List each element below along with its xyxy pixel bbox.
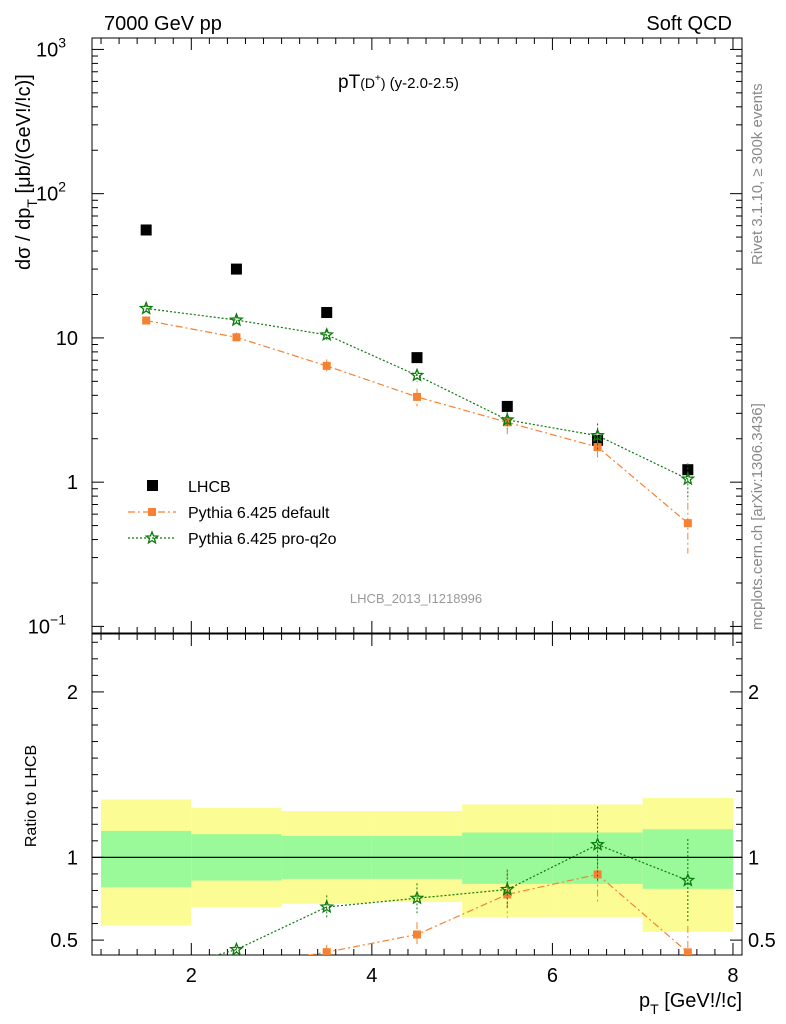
header-left: 7000 GeV pp (104, 13, 222, 35)
y-axis-label-main: dσ / dp (13, 208, 35, 270)
main-y-tick-label-exp: 2 (58, 179, 66, 195)
ratio-point-pythia-6-425-default (232, 963, 240, 971)
plot-title: pT(D+) (y-2.0-2.5) (338, 72, 459, 93)
ratio-y-tick-label: 1 (67, 847, 78, 869)
y-axis-label: dσ / dpT [μb/(GeV!/!c)] (13, 74, 40, 270)
main-point-pythia-6-425-default (593, 443, 602, 452)
ratio-y-tick-label-right: 1 (748, 847, 759, 869)
x-tick-label: 8 (727, 965, 738, 987)
main-point-lhcb (682, 464, 694, 476)
x-tick-label: 4 (366, 965, 377, 987)
plot-title-rest: (y-2.0-2.5) (385, 75, 458, 92)
main-point-pythia-6-425-default (683, 519, 692, 528)
main-point-pythia-6-425-default (322, 361, 331, 370)
main-point-lhcb (140, 224, 152, 236)
ratio-point-pythia-6-425-pro-q2o (680, 872, 696, 887)
watermark: LHCB_2013_I1218996 (350, 591, 482, 606)
ratio-line-pythia-6-425-pro-q2o (215, 843, 689, 955)
plot-title-sub: (D (360, 75, 375, 91)
ratio-y-axis-label: Ratio to LHCB (23, 745, 40, 847)
x-tick-label: 6 (547, 965, 558, 987)
ratio-point-pythia-6-425-pro-q2o (140, 970, 151, 981)
y-axis-label-tail: [μb/(GeV!/!c)] (13, 74, 35, 199)
x-axis-label-sub: T (650, 1001, 659, 1017)
main-point-pythia-6-425-default (142, 316, 151, 325)
ratio-y-tick-label: 2 (67, 682, 78, 704)
legend-label-default: Pythia 6.425 default (188, 505, 330, 522)
ratio-panel: 2 4 6 8 2 2 1 1 0.5 0.5 (50, 633, 776, 988)
x-axis-label-main: p (639, 990, 650, 1012)
ratio-point-pythia-6-425-pro-q2o (229, 941, 244, 955)
ratio-frame (91, 633, 743, 956)
legend-marker-lhcb (147, 480, 158, 491)
ratio-point-pythia-6-425-default (413, 930, 421, 939)
ratio-point-pythia-6-425-pro-q2o (319, 899, 335, 914)
legend-label-proq2o: Pythia 6.425 pro-q2o (188, 531, 337, 548)
main-point-lhcb (501, 400, 513, 412)
ratio-point-pythia-6-425-pro-q2o (499, 881, 515, 896)
main-point-pythia-6-425-pro-q2o (229, 312, 244, 327)
legend-marker-proq2o (144, 530, 160, 545)
main-y-tick-label: 103 (36, 34, 66, 61)
main-point-pythia-6-425-pro-q2o (590, 427, 605, 442)
x-tick-label: 2 (186, 965, 197, 987)
main-point-pythia-6-425-pro-q2o (319, 327, 335, 342)
ratio-point-pythia-6-425-pro-q2o (590, 836, 605, 851)
main-point-pythia-6-425-default (232, 333, 241, 342)
ratio-y-tick-label-right: 0.5 (748, 930, 776, 952)
main-point-lhcb (321, 307, 333, 319)
main-point-pythia-6-425-default (413, 392, 421, 401)
main-point-pythia-6-425-pro-q2o (499, 412, 515, 427)
ratio-band-inner (101, 830, 192, 888)
mcplots-label: mcplots.cern.ch [arXiv:1306.3436] (749, 403, 766, 630)
main-point-pythia-6-425-pro-q2o (138, 300, 154, 315)
ratio-point-pythia-6-425-default (593, 870, 602, 879)
main-point-pythia-6-425-pro-q2o (680, 471, 696, 486)
legend: LHCB Pythia 6.425 default Pythia 6.425 p… (128, 479, 337, 548)
header-right: Soft QCD (646, 13, 732, 35)
main-y-tick-label: 10 (56, 328, 78, 350)
ratio-point-pythia-6-425-pro-q2o (409, 890, 425, 905)
ratio-y-tick-label-right: 2 (748, 682, 759, 704)
main-y-tick-label: 102 (36, 179, 66, 206)
y-axis-label-sub: T (24, 199, 40, 208)
legend-label-lhcb: LHCB (188, 479, 231, 496)
x-axis-label-tail: [GeV!/!c] (659, 990, 742, 1012)
main-y-tick-label: 1 (67, 472, 78, 494)
main-point-lhcb (230, 263, 242, 275)
main-y-tick-label: 10−1 (28, 611, 66, 638)
ratio-point-pythia-6-425-default (322, 948, 331, 955)
x-axis-label: pT [GeV!/!c] (639, 990, 742, 1017)
main-y-tick-label-exp: −1 (50, 611, 66, 627)
main-frame (91, 37, 743, 634)
main-point-lhcb (411, 352, 423, 364)
ratio-point-pythia-6-425-default (142, 980, 150, 988)
plot-title-sup: + (375, 73, 381, 84)
ratio-y-tick-label: 0.5 (50, 930, 78, 952)
plot-title-close: ) (381, 75, 386, 91)
rivet-label: Rivet 3.1.10, ≥ 300k events (749, 83, 766, 265)
ratio-point-pythia-6-425-default (683, 948, 692, 955)
legend-marker-default (148, 508, 156, 516)
main-y-tick-label-exp: 3 (58, 34, 66, 50)
ratio-series-group (140, 806, 696, 988)
main-point-pythia-6-425-pro-q2o (409, 367, 425, 382)
plot-title-main: pT (338, 72, 361, 93)
